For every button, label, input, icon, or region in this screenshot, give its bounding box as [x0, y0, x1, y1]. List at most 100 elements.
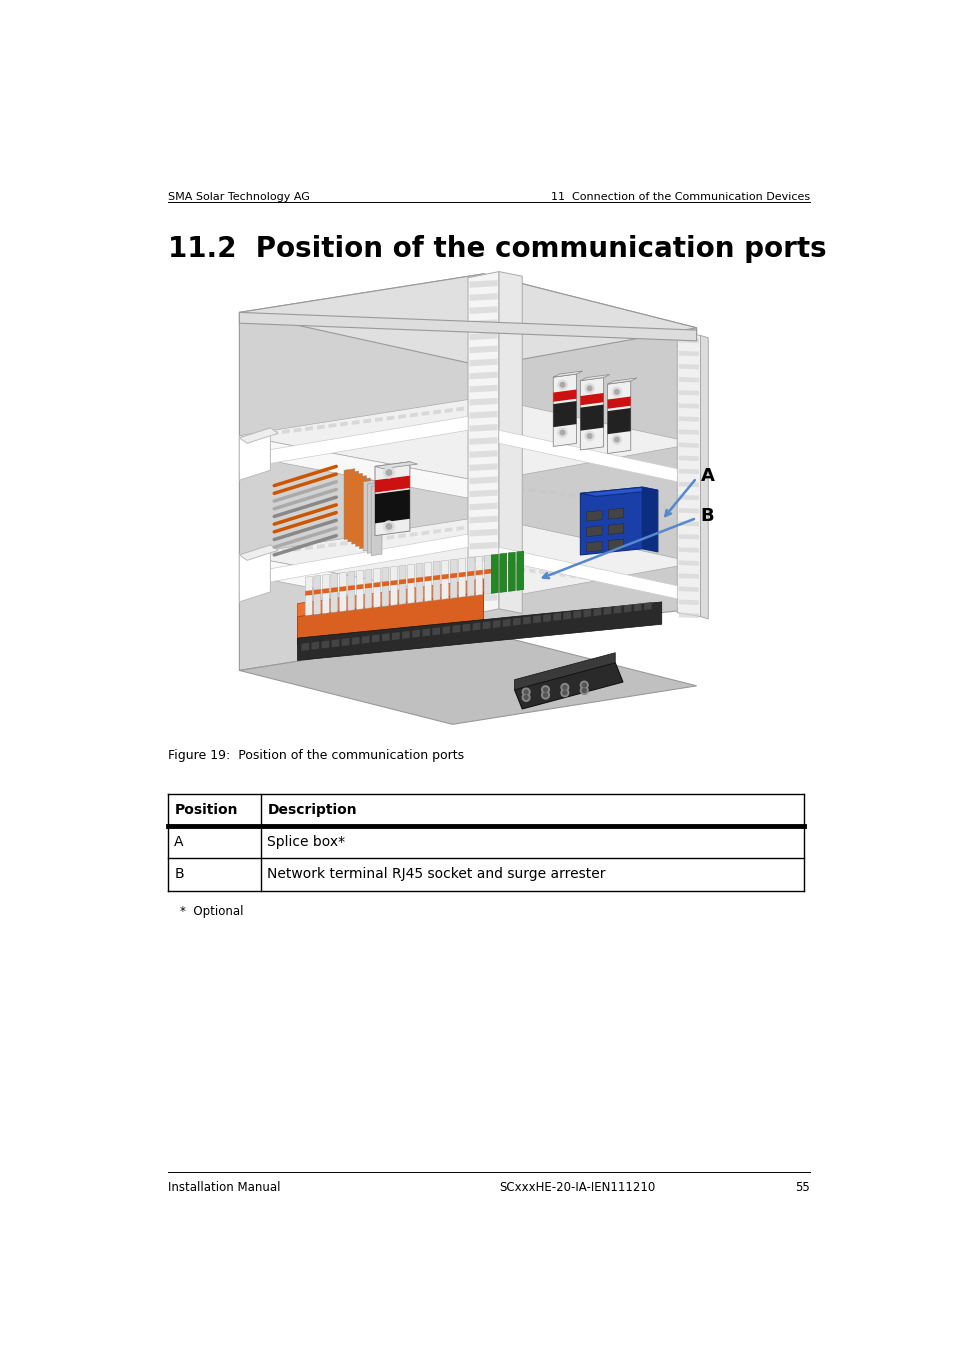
Polygon shape [311, 642, 319, 650]
Polygon shape [239, 534, 468, 587]
Polygon shape [355, 476, 366, 546]
Polygon shape [476, 571, 482, 575]
Polygon shape [462, 623, 470, 631]
Circle shape [559, 383, 564, 387]
Polygon shape [679, 560, 699, 565]
Polygon shape [372, 634, 379, 642]
Polygon shape [469, 503, 497, 510]
Polygon shape [603, 607, 611, 615]
Circle shape [562, 691, 566, 695]
Circle shape [587, 387, 592, 391]
Text: Splice box*: Splice box* [267, 836, 345, 849]
Polygon shape [498, 272, 521, 614]
Polygon shape [294, 427, 301, 433]
Polygon shape [322, 575, 329, 614]
Polygon shape [609, 579, 616, 584]
Polygon shape [522, 617, 530, 625]
Polygon shape [444, 527, 452, 533]
Polygon shape [363, 480, 374, 552]
Polygon shape [608, 523, 623, 534]
Polygon shape [316, 544, 324, 549]
Text: A: A [174, 836, 184, 849]
Circle shape [560, 684, 568, 691]
Polygon shape [593, 608, 600, 617]
Polygon shape [538, 489, 545, 493]
Polygon shape [363, 419, 371, 423]
Polygon shape [679, 377, 699, 383]
Polygon shape [469, 372, 497, 380]
Polygon shape [469, 581, 497, 589]
Polygon shape [356, 571, 363, 610]
Polygon shape [433, 529, 440, 534]
Polygon shape [450, 560, 456, 599]
Polygon shape [679, 599, 699, 604]
Polygon shape [679, 456, 699, 461]
Polygon shape [356, 584, 363, 589]
Circle shape [581, 688, 585, 692]
Polygon shape [375, 537, 382, 541]
Polygon shape [433, 575, 439, 580]
Polygon shape [579, 375, 609, 381]
Polygon shape [469, 293, 497, 301]
Polygon shape [422, 629, 430, 637]
Polygon shape [239, 427, 278, 443]
Polygon shape [371, 485, 381, 556]
Polygon shape [679, 338, 699, 343]
Polygon shape [623, 604, 631, 612]
Polygon shape [328, 542, 335, 548]
Circle shape [386, 523, 392, 529]
Polygon shape [649, 584, 656, 589]
Polygon shape [467, 557, 474, 596]
Polygon shape [339, 572, 346, 611]
Polygon shape [352, 420, 359, 425]
Circle shape [558, 380, 567, 389]
Polygon shape [424, 562, 431, 602]
Polygon shape [659, 504, 666, 510]
Text: SCxxxHE-20-IA-IEN111210: SCxxxHE-20-IA-IEN111210 [498, 1180, 655, 1194]
Polygon shape [344, 469, 355, 539]
Polygon shape [549, 491, 555, 495]
Polygon shape [469, 464, 497, 470]
Polygon shape [553, 375, 576, 446]
Polygon shape [679, 507, 686, 512]
Polygon shape [558, 492, 565, 496]
Polygon shape [458, 572, 465, 577]
Polygon shape [239, 397, 696, 481]
Circle shape [587, 434, 592, 438]
Polygon shape [416, 577, 422, 583]
Polygon shape [538, 569, 545, 575]
Polygon shape [514, 653, 615, 690]
Polygon shape [314, 576, 320, 615]
Polygon shape [498, 484, 505, 488]
Polygon shape [679, 364, 699, 369]
Polygon shape [514, 662, 622, 708]
Polygon shape [608, 539, 623, 550]
Polygon shape [498, 565, 505, 569]
Polygon shape [386, 535, 394, 539]
Polygon shape [321, 641, 329, 649]
Polygon shape [679, 548, 699, 553]
Polygon shape [629, 581, 636, 587]
Polygon shape [359, 479, 370, 549]
Circle shape [579, 687, 587, 695]
Polygon shape [629, 500, 636, 506]
Polygon shape [348, 572, 355, 611]
Polygon shape [367, 483, 377, 553]
Polygon shape [456, 526, 464, 531]
Polygon shape [352, 473, 362, 544]
Polygon shape [639, 583, 645, 588]
Bar [168, 859, 802, 891]
Polygon shape [247, 553, 254, 558]
Polygon shape [508, 552, 515, 591]
Text: B: B [174, 868, 184, 882]
Polygon shape [363, 538, 371, 542]
Text: 55: 55 [794, 1180, 809, 1194]
Polygon shape [239, 631, 696, 725]
Polygon shape [679, 442, 699, 448]
Polygon shape [484, 556, 491, 595]
Polygon shape [239, 545, 278, 560]
Polygon shape [679, 391, 699, 396]
Circle shape [386, 470, 392, 476]
Polygon shape [373, 568, 380, 607]
Polygon shape [397, 534, 406, 538]
